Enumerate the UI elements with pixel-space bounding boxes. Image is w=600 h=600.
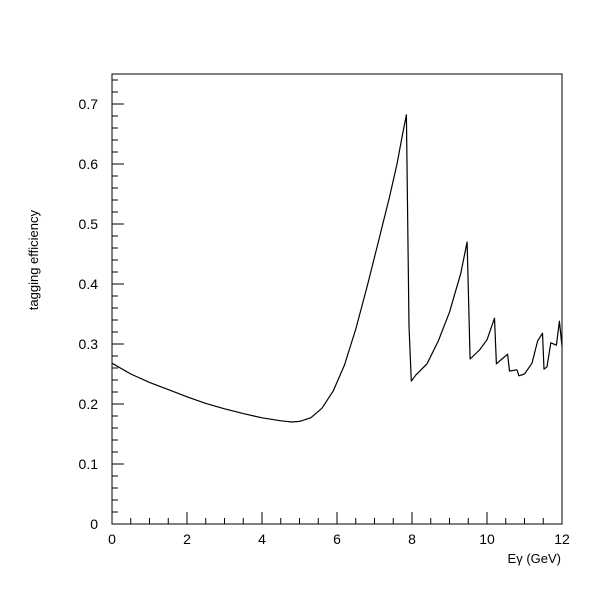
x-tick-label: 10 bbox=[479, 531, 495, 547]
y-axis-title: tagging efficiency bbox=[26, 210, 41, 311]
x-tick-label: 8 bbox=[408, 531, 416, 547]
x-tick-label: 0 bbox=[108, 531, 116, 547]
y-tick-label: 0.7 bbox=[79, 96, 99, 112]
y-tick-label: 0.3 bbox=[79, 336, 99, 352]
y-axis-tick-labels: 0 0.1 0.2 0.3 0.4 0.5 0.6 0.7 bbox=[79, 96, 99, 532]
y-tick-label: 0.4 bbox=[79, 276, 99, 292]
x-axis-tick-labels: 0 2 4 6 8 10 12 bbox=[108, 531, 570, 547]
x-tick-label: 6 bbox=[333, 531, 341, 547]
x-tick-label: 2 bbox=[183, 531, 191, 547]
y-tick-label: 0.6 bbox=[79, 156, 99, 172]
x-axis-title: Eγ (GeV) bbox=[508, 551, 561, 566]
plot-frame bbox=[111, 73, 563, 525]
x-axis-ticks bbox=[111, 512, 563, 524]
y-axis-ticks bbox=[112, 79, 124, 525]
y-tick-label: 0 bbox=[90, 516, 98, 532]
y-tick-label: 0.2 bbox=[79, 396, 99, 412]
y-tick-label: 0.1 bbox=[79, 456, 99, 472]
x-tick-label: 12 bbox=[554, 531, 570, 547]
series-line bbox=[111, 114, 563, 423]
x-tick-label: 4 bbox=[258, 531, 266, 547]
y-tick-label: 0.5 bbox=[79, 216, 99, 232]
